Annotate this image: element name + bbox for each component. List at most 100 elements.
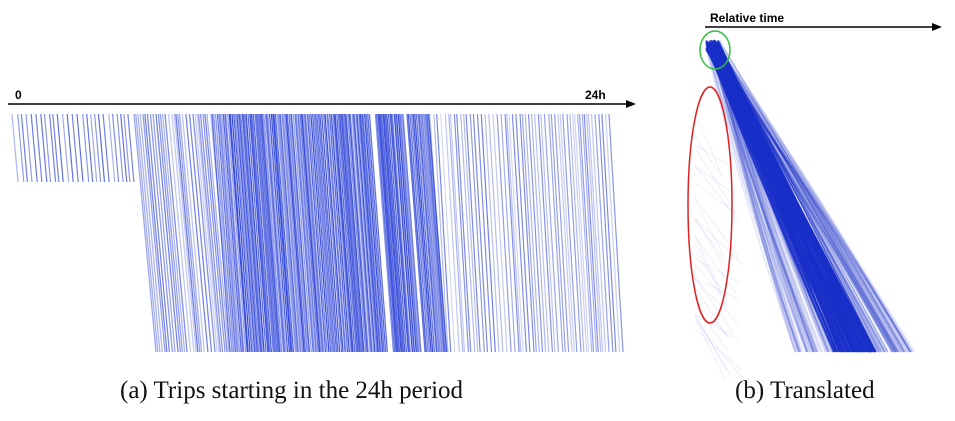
- panel-b-trip-line: [717, 42, 895, 353]
- panel-a-trip-line: [219, 113, 239, 353]
- panel-a-trip-line: [428, 113, 448, 353]
- panel-b-trip-line: [694, 144, 743, 174]
- panel-a-trip-line: [283, 113, 304, 353]
- panel-a-trip-line: [583, 113, 599, 353]
- panel-a-trip-line: [211, 113, 231, 353]
- panel-a-trip-line: [252, 113, 273, 353]
- panel-a-trip-line: [40, 113, 48, 183]
- panel-a-trip-line: [43, 113, 52, 183]
- panel-a-axis-end-label: 24h: [585, 88, 606, 102]
- panel-a-trip-line: [421, 113, 441, 353]
- panel-a-trip-line: [524, 113, 540, 353]
- panel-a-trip-line: [406, 113, 426, 353]
- panel-a-trip-line: [11, 113, 19, 183]
- panel-b-trip-line: [716, 40, 880, 353]
- panel-b-trip-line: [712, 39, 912, 353]
- panel-a-trip-line: [449, 113, 466, 353]
- panel-a-trip-line: [178, 113, 203, 353]
- panel-b-trip-line: [694, 199, 726, 259]
- panel-a-trip-line: [265, 113, 286, 353]
- panel-a-trip-line: [492, 113, 508, 353]
- panel-b-trip-line: [709, 49, 815, 353]
- panel-a-trip-line: [363, 113, 384, 353]
- panel-a-trip-line: [559, 113, 575, 353]
- panel-a-trip-line: [300, 113, 321, 353]
- panel-a-trip-line: [566, 113, 582, 353]
- panel-a-trip-line: [218, 113, 238, 353]
- panel-b-trip-line: [714, 42, 903, 353]
- panel-a-trip-line: [241, 113, 262, 353]
- panel-a-trip-line: [167, 113, 192, 353]
- panel-b-trip-line: [694, 182, 733, 211]
- panel-a-trip-line: [152, 113, 176, 353]
- panel-a-trip-line: [112, 113, 120, 183]
- panel-a-trip-line: [391, 113, 412, 353]
- panel-a-trip-line: [340, 113, 360, 353]
- panel-a-trip-line: [276, 113, 296, 353]
- panel-b-trip-line: [705, 48, 797, 353]
- panel-a-trip-line: [316, 113, 336, 353]
- panel-b-trip-line: [713, 42, 897, 353]
- panel-b-trip-line: [718, 40, 897, 353]
- panel-a-trip-line: [590, 113, 607, 353]
- panel-a-trip-line: [380, 113, 401, 353]
- panel-b-trip-line: [714, 40, 906, 353]
- panel-b-trip-line: [694, 316, 733, 378]
- panel-a-trip-line: [398, 113, 418, 353]
- panel-a-trip-line: [127, 113, 135, 183]
- panel-a-trip-line: [562, 113, 578, 353]
- panel-a-trip-line: [540, 113, 556, 353]
- panel-a-trip-line: [173, 113, 197, 353]
- panel-a-trip-line: [500, 113, 516, 353]
- panel-a-trip-line: [120, 113, 128, 183]
- panel-a-trip-line: [333, 113, 353, 353]
- panel-a-trip-line: [440, 113, 456, 353]
- panel-a-trip-line: [229, 113, 249, 353]
- panel-a-trip-line: [35, 113, 43, 183]
- panel-b-trip-line: [715, 45, 909, 353]
- panel-a-trip-line: [588, 113, 604, 353]
- panel-a-trip-line: [52, 113, 60, 183]
- panel-b-outlier-marker: [687, 86, 733, 324]
- panel-a-trip-line: [305, 113, 325, 353]
- panel-a-trip-line: [56, 113, 64, 183]
- panel-a-trip-line: [347, 113, 367, 353]
- panel-a-trip-line: [247, 113, 267, 353]
- panel-a-trip-line: [429, 113, 445, 353]
- panel-a-trip-line: [123, 113, 131, 183]
- panel-a-trip-line: [149, 113, 174, 353]
- panel-b-trip-line: [694, 166, 737, 196]
- panel-a-trip-line: [460, 113, 476, 353]
- panel-a-trip-line: [254, 113, 274, 353]
- panel-a-trip-line: [424, 113, 445, 353]
- panel-b-trip-line: [718, 48, 914, 353]
- panel-a-trip-line: [577, 113, 593, 353]
- panel-b-axis-label: Relative time: [710, 11, 784, 25]
- panel-a-trip-line: [598, 113, 614, 353]
- panel-a-trip-line: [108, 113, 116, 183]
- panel-a-trip-line: [557, 113, 573, 353]
- panel-b-trip-line: [705, 42, 801, 353]
- panel-a-trip-line: [379, 113, 399, 353]
- panel-a-trip-line: [202, 113, 226, 353]
- panel-a-trip-line: [480, 113, 496, 353]
- panel-a-trip-line: [234, 113, 254, 353]
- panel-a-trip-line: [146, 113, 171, 353]
- panel-a-trip-line: [313, 113, 333, 353]
- panel-b-trip-line: [714, 47, 888, 353]
- panel-a-trip-line: [213, 113, 233, 353]
- panel-b-trip-line: [710, 41, 799, 353]
- panel-a-trip-line: [228, 113, 248, 353]
- panel-a-trip-line: [288, 113, 308, 353]
- panel-a-trip-line: [310, 113, 330, 353]
- panel-b-trip-line: [694, 218, 724, 265]
- panel-b-trip-line: [717, 49, 911, 353]
- panel-b-trip-line: [718, 39, 905, 353]
- panel-a-trip-line: [362, 113, 382, 353]
- panel-a-trip-line: [336, 113, 356, 353]
- panel-a-trip-line: [608, 113, 624, 353]
- panel-a-trip-line: [436, 113, 452, 353]
- panel-a-trip-line: [594, 113, 610, 353]
- panel-b-trip-line: [717, 41, 912, 353]
- panel-a-trip-line: [508, 113, 524, 353]
